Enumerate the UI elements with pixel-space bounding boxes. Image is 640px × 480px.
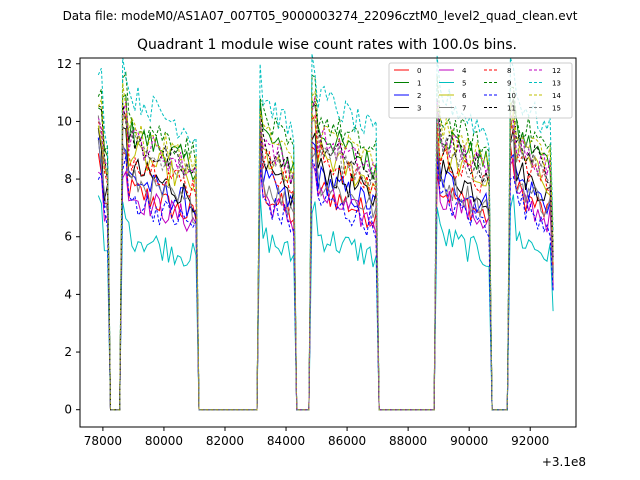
series-line-15 (97, 111, 554, 411)
legend-label-0: 0 (417, 67, 421, 75)
legend-label-6: 6 (462, 92, 467, 100)
y-tick-label: 6 (64, 230, 72, 244)
x-tick-label: 88000 (389, 434, 427, 448)
legend-box (388, 62, 573, 119)
y-tick-label: 10 (57, 114, 72, 128)
x-tick-label: 78000 (84, 434, 122, 448)
y-tick-label: 12 (57, 57, 72, 71)
legend-label-10: 10 (507, 92, 516, 100)
series-line-1 (98, 94, 554, 411)
legend-label-4: 4 (462, 67, 467, 75)
series-line-14 (97, 82, 554, 411)
axis-layer: 78000 80000 82000 84000 86000 88000 90000 92000… (57, 57, 550, 448)
y-tick-label: 2 (64, 345, 72, 359)
series-line-2 (97, 135, 554, 411)
series-line-10 (97, 156, 554, 411)
x-tick-label: 92000 (511, 434, 549, 448)
suptitle: Data file: modeM0/AS1A07_007T05_90000032… (63, 9, 578, 23)
legend-label-12: 12 (552, 67, 561, 75)
series-layer (97, 53, 554, 411)
x-offset-label: +3.1e8 (542, 455, 586, 469)
y-tick-label: 8 (64, 172, 72, 186)
x-tick-label: 86000 (328, 434, 366, 448)
legend-label-13: 13 (552, 80, 561, 88)
legend-label-5: 5 (462, 80, 466, 88)
legend-label-3: 3 (417, 105, 421, 113)
series-line-13 (97, 53, 554, 411)
series-line-12 (97, 95, 554, 411)
y-tick-label: 0 (64, 403, 72, 417)
plot-frame (79, 57, 577, 428)
legend-label-8: 8 (507, 67, 511, 75)
x-tick-label: 84000 (267, 434, 305, 448)
y-tick-label: 4 (64, 287, 72, 301)
legend-label-1: 1 (417, 80, 421, 88)
x-tick-label: 80000 (145, 434, 183, 448)
x-tick-label: 90000 (450, 434, 488, 448)
series-line-4 (97, 154, 554, 411)
legend-label-11: 11 (507, 105, 516, 113)
x-tick-label: 82000 (206, 434, 244, 448)
chart-title: Quadrant 1 module wise count rates with … (137, 37, 517, 53)
legend-label-2: 2 (417, 92, 421, 100)
legend-label-14: 14 (552, 92, 561, 100)
series-line-11 (98, 98, 554, 411)
series-line-5 (97, 194, 554, 411)
series-line-9 (97, 71, 554, 411)
series-line-6 (97, 110, 554, 411)
legend-label-7: 7 (462, 105, 466, 113)
legend-label-9: 9 (507, 80, 511, 88)
series-line-7 (97, 136, 554, 411)
series-line-8 (97, 112, 554, 411)
legend-label-15: 15 (552, 105, 561, 113)
